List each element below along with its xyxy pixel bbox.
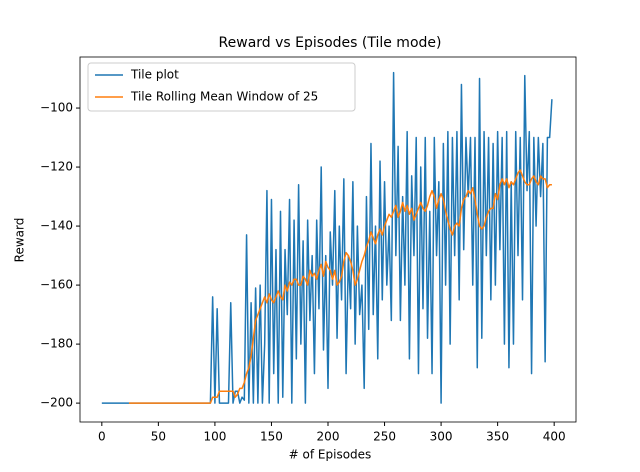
y-tick-label: −120 (40, 160, 73, 174)
axes-frame (79, 56, 577, 423)
y-tick-label: −200 (40, 396, 73, 410)
x-tick-label: 0 (98, 430, 106, 444)
y-axis-label: Reward (13, 218, 27, 263)
x-tick-label: 150 (260, 430, 283, 444)
x-tick-label: 400 (543, 430, 566, 444)
y-tick-label: −100 (40, 101, 73, 115)
legend-box (87, 62, 356, 112)
y-tick-label: −160 (40, 278, 73, 292)
chart-title: Reward vs Episodes (Tile mode) (219, 35, 442, 51)
x-tick-label: 300 (430, 430, 453, 444)
y-tick-label: −180 (40, 337, 73, 351)
x-tick-label: 200 (317, 430, 340, 444)
data-line (128, 169, 552, 404)
y-tick-label: −140 (40, 219, 73, 233)
legend-label: Tile Rolling Mean Window of 25 (130, 90, 318, 104)
data-line (101, 71, 553, 404)
x-tick-label: 250 (373, 430, 396, 444)
legend-label: Tile plot (130, 68, 179, 82)
x-tick-label: 50 (151, 430, 166, 444)
x-tick-label: 350 (486, 430, 509, 444)
x-axis-label: # of Episodes (289, 448, 372, 462)
legend: Tile plot Tile Rolling Mean Window of 25 (87, 62, 356, 112)
x-tick-label: 100 (203, 430, 226, 444)
